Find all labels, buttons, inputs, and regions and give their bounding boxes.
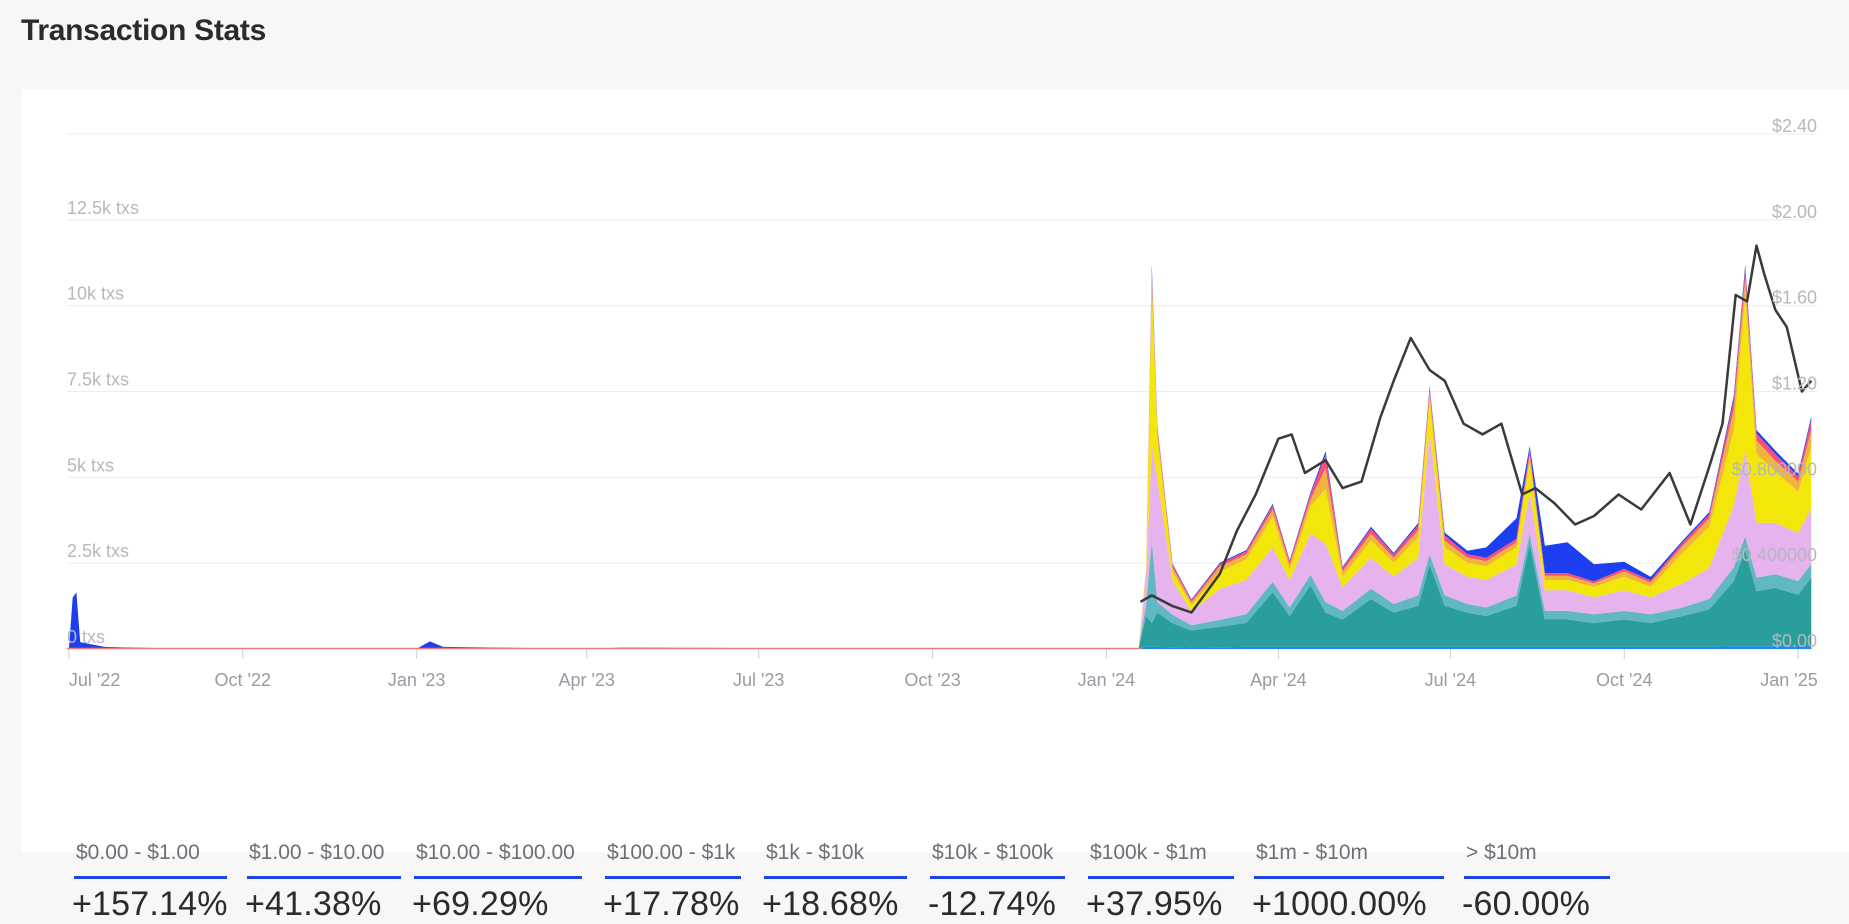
y-left-tick-label: 7.5k txs bbox=[67, 370, 129, 390]
legend-item[interactable]: $1m - $10m bbox=[1254, 841, 1444, 879]
y-axis-right: $0.00 $0.400000 $0.800000 $1.20 $1.60 $2.00 $2… bbox=[1732, 116, 1817, 651]
legend-label: $10.00 - $100.00 bbox=[416, 841, 575, 864]
legend-label: $1.00 - $10.00 bbox=[249, 841, 385, 864]
legend-label: > $10m bbox=[1466, 841, 1537, 864]
legend-change-value: +41.38% bbox=[245, 885, 382, 923]
page-title: Transaction Stats bbox=[21, 14, 266, 47]
legend-change-value: +18.68% bbox=[762, 885, 899, 923]
y-axis-left: 0 txs 2.5k txs 5k txs 7.5k txs 10k txs 12.5k … bbox=[67, 198, 139, 647]
grid bbox=[67, 133, 1817, 650]
x-tick-label: Oct '24 bbox=[1596, 670, 1652, 690]
stack-area-1 bbox=[68, 543, 1812, 649]
y-left-tick-label: 12.5k txs bbox=[67, 198, 139, 218]
x-tick-label: Oct '22 bbox=[215, 670, 271, 690]
stack-area-0 bbox=[68, 646, 1812, 649]
legend-change-value: +1000.00% bbox=[1252, 885, 1427, 923]
legend-item[interactable]: $1k - $10k bbox=[764, 841, 907, 879]
legend-change-value: +69.29% bbox=[412, 885, 549, 923]
y-right-tick-label: $1.20 bbox=[1772, 374, 1817, 394]
legend-label: $100.00 - $1k bbox=[607, 841, 736, 864]
x-tick-label: Jul '23 bbox=[733, 670, 784, 690]
x-axis: Jul '22 Oct '22 Jan '23 Apr '23 Jul '23 Oct '… bbox=[68, 649, 1818, 690]
legend-change-value: +157.14% bbox=[72, 885, 228, 923]
x-tick-label: Jan '24 bbox=[1078, 670, 1135, 690]
x-tick-label: Jan '23 bbox=[388, 670, 445, 690]
price-line-path bbox=[1139, 244, 1813, 614]
y-left-tick-label: 0 txs bbox=[67, 627, 105, 647]
legend-item[interactable]: $10.00 - $100.00 bbox=[414, 841, 582, 879]
legend-item[interactable]: $10k - $100k bbox=[930, 841, 1065, 879]
legend-label: $0.00 - $1.00 bbox=[76, 841, 200, 864]
legend-change-value: +17.78% bbox=[603, 885, 740, 923]
x-tick-label: Jan '25 bbox=[1760, 670, 1817, 690]
legend-item[interactable]: $100k - $1m bbox=[1088, 841, 1234, 879]
y-right-tick-label: $1.60 bbox=[1772, 288, 1817, 308]
y-left-tick-label: 5k txs bbox=[67, 455, 114, 475]
legend-item[interactable]: $0.00 - $1.00 bbox=[74, 841, 227, 879]
legend-change-value: -12.74% bbox=[928, 885, 1057, 923]
legend-change-value: +37.95% bbox=[1086, 885, 1223, 923]
y-right-tick-label: $2.40 bbox=[1772, 116, 1817, 136]
chart-card: 0 txs 2.5k txs 5k txs 7.5k txs 10k txs 12.5k … bbox=[22, 89, 1849, 923]
legend-item[interactable]: > $10m bbox=[1464, 841, 1610, 879]
legend-label: $1k - $10k bbox=[766, 841, 865, 864]
y-right-tick-label: $2.00 bbox=[1772, 202, 1817, 222]
stack-area-4 bbox=[68, 289, 1812, 649]
x-tick-label: Apr '24 bbox=[1250, 670, 1306, 690]
legend-label: $10k - $100k bbox=[932, 841, 1054, 864]
x-tick-label: Jul '24 bbox=[1425, 670, 1476, 690]
y-right-tick-label: $0.400000 bbox=[1732, 545, 1817, 565]
x-tick-label: Jul '22 bbox=[69, 670, 120, 690]
stacked-areas bbox=[67, 264, 1812, 650]
x-tick-label: Apr '23 bbox=[558, 670, 614, 690]
y-right-tick-label: $0.00 bbox=[1772, 631, 1817, 651]
y-left-tick-label: 2.5k txs bbox=[67, 541, 129, 561]
legend-label: $100k - $1m bbox=[1090, 841, 1207, 864]
price-line bbox=[1139, 244, 1813, 614]
y-left-tick-label: 10k txs bbox=[67, 284, 124, 304]
y-right-tick-label: $0.800000 bbox=[1732, 459, 1817, 479]
legend-change-value: -60.00% bbox=[1462, 885, 1591, 923]
transaction-stats-chart[interactable]: 0 txs 2.5k txs 5k txs 7.5k txs 10k txs 12.5k … bbox=[22, 89, 1849, 852]
x-tick-label: Oct '23 bbox=[904, 670, 960, 690]
legend-item[interactable]: $100.00 - $1k bbox=[605, 841, 741, 879]
legend-item[interactable]: $1.00 - $10.00 bbox=[247, 841, 401, 879]
legend-label: $1m - $10m bbox=[1256, 841, 1369, 864]
